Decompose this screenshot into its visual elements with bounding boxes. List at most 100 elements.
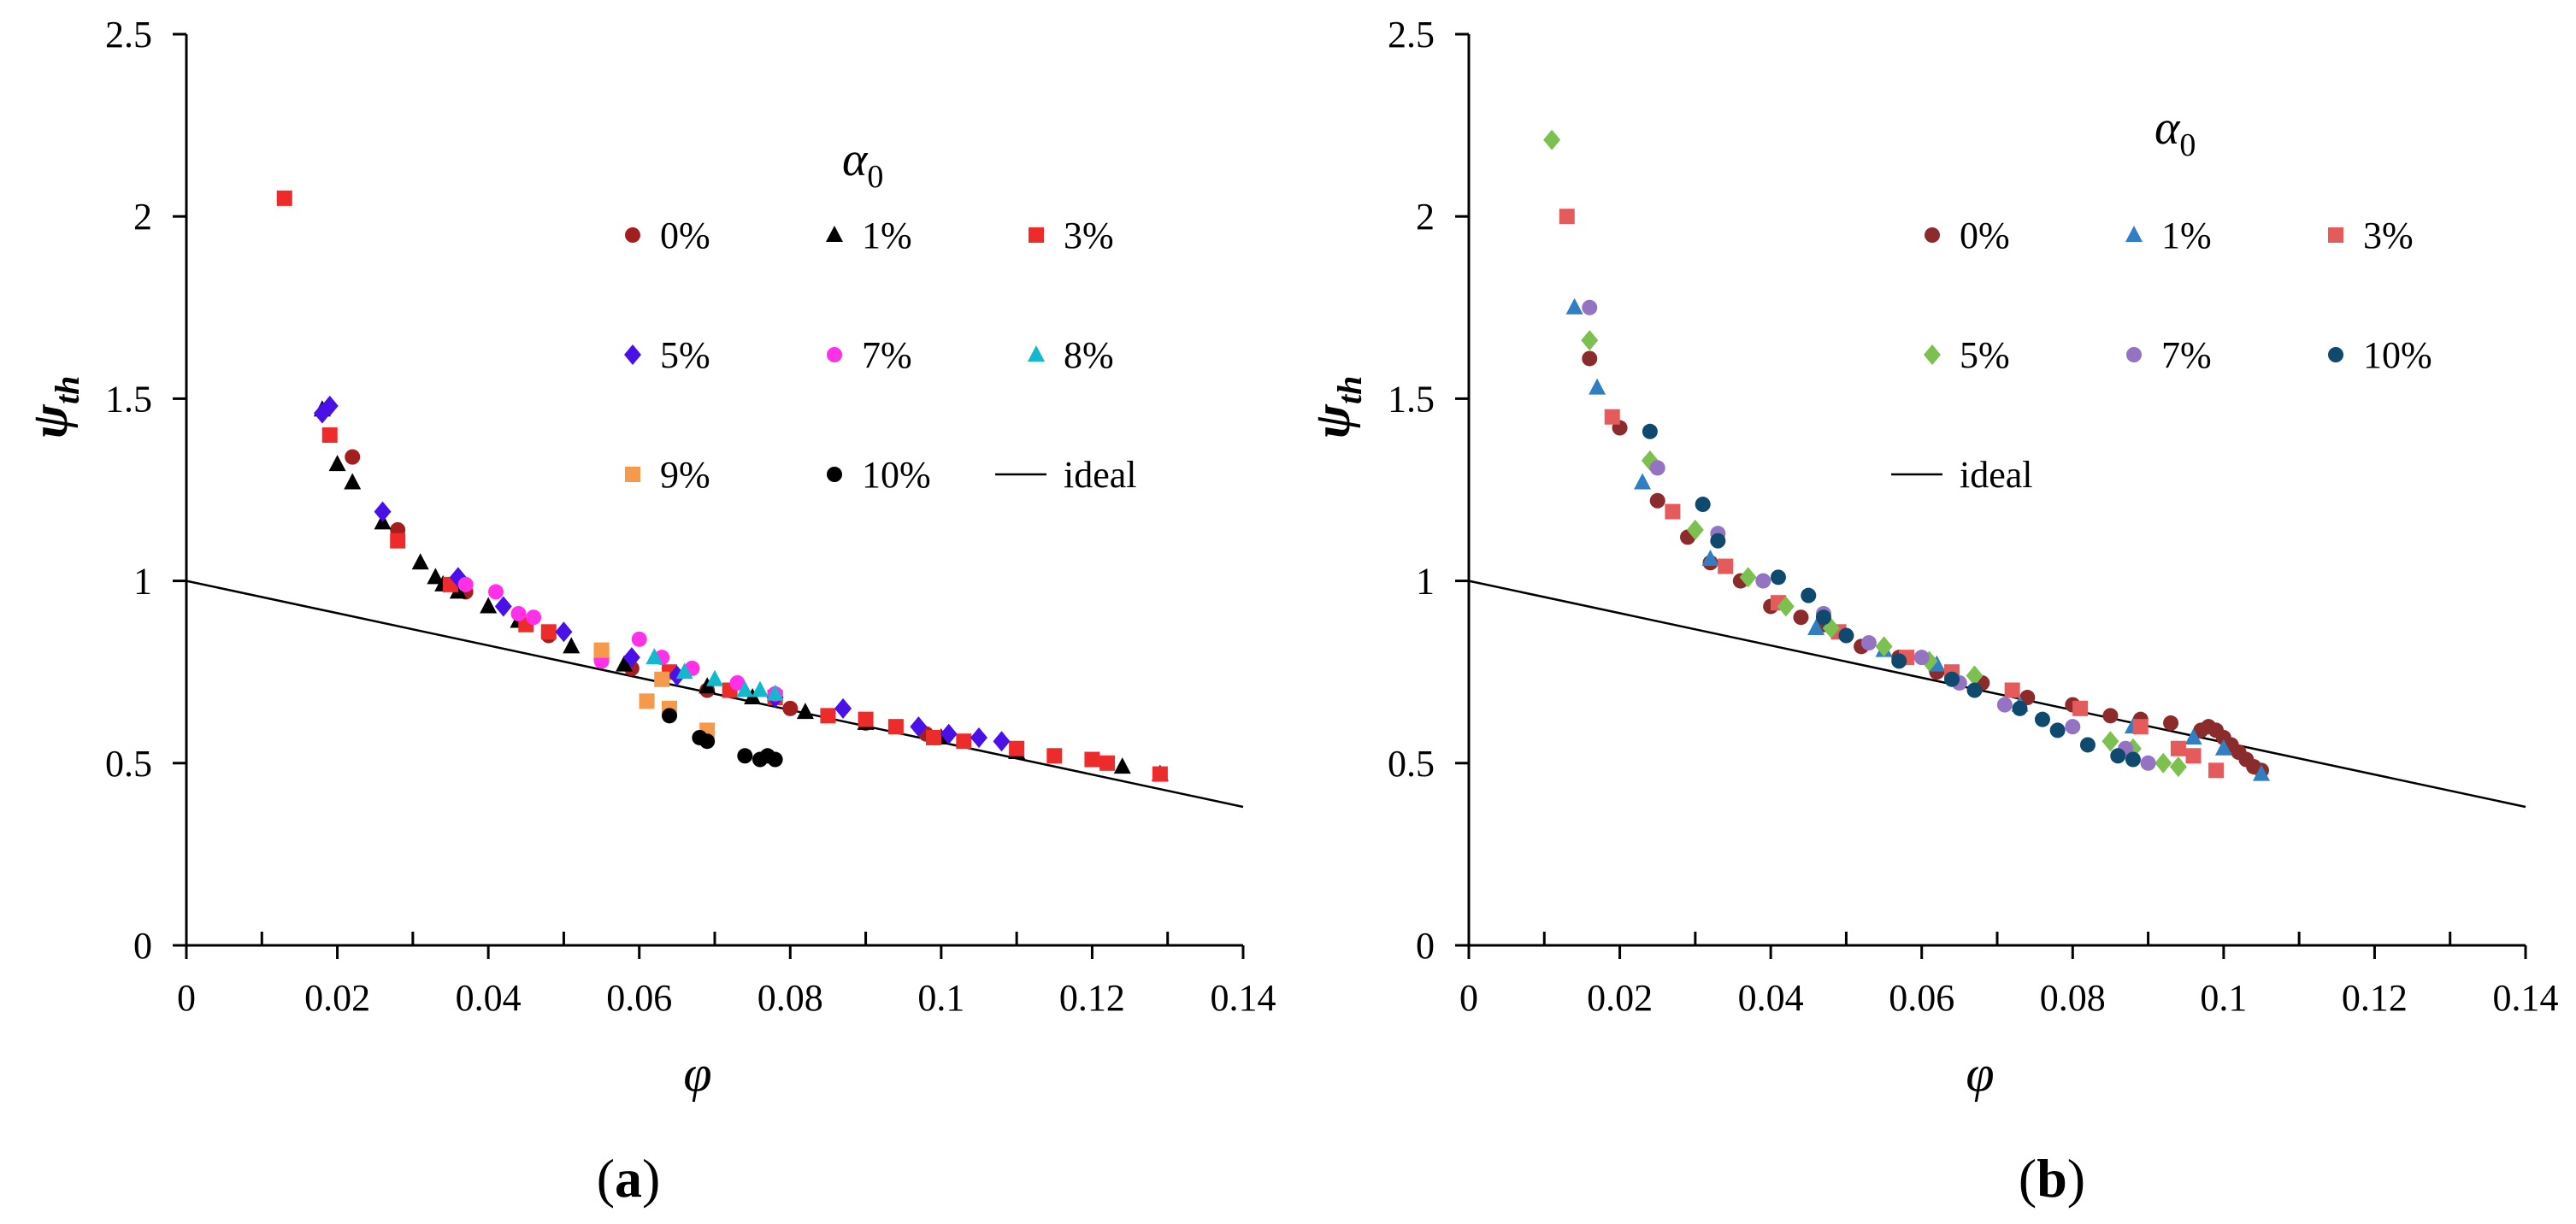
panel-a-point: [345, 449, 361, 465]
panel-b-point: [1649, 492, 1665, 509]
panel-a-point: [631, 631, 647, 647]
panel-b-point: [1891, 653, 1907, 669]
panel-a-point: [616, 655, 634, 672]
panel-a-point: [622, 647, 640, 668]
panel-a-point: [706, 669, 723, 686]
panel-b-point: [1649, 460, 1665, 476]
panel-a-legend-label: 10%: [862, 454, 931, 496]
panel-b-y-tick-label: 0.5: [1388, 743, 1435, 785]
panel-a-legend-marker: [1029, 227, 1044, 243]
panel-b-point: [2065, 719, 2081, 735]
panel-b-point: [2012, 700, 2028, 716]
panel-a-point: [639, 693, 655, 709]
panel-b-point: [2169, 756, 2187, 778]
panel-a-point: [1113, 757, 1131, 774]
panel-a-point: [737, 748, 753, 764]
panel-b-point: [1860, 635, 1877, 651]
panel-a-legend-marker: [624, 344, 641, 365]
panel-a-point: [751, 680, 769, 697]
panel-a-point: [374, 501, 392, 522]
panel-a-x-tick-label: 0.14: [1211, 977, 1276, 1019]
panel-a-point: [480, 597, 498, 614]
panel-a-legend-label: 0%: [660, 215, 710, 256]
panel-b-x-tick-label: 0.08: [2040, 977, 2106, 1019]
panel-b-legend-label: 5%: [1960, 334, 2010, 376]
panel-b-point: [1604, 409, 1620, 425]
panel-b-point: [2185, 748, 2202, 764]
panel-a-y-tick-label: 1: [133, 561, 152, 603]
panel-a-point: [344, 473, 362, 490]
panel-a-series-3pct: [276, 190, 1168, 782]
panel-b-point: [2004, 682, 2020, 698]
panel-b-x-tick-label: 0.06: [1889, 977, 1954, 1019]
panel-b-point: [1875, 636, 1893, 657]
panel-a-point: [940, 723, 958, 744]
panel-a-x-tick-label: 0: [177, 977, 196, 1019]
panel-b-point: [1695, 497, 1711, 513]
panel-b-series-3pct: [1559, 209, 2225, 779]
panel-a-legend-label: 9%: [660, 454, 710, 496]
panel-b-legend-label: 3%: [2363, 215, 2414, 256]
panel-b-y-tick-label: 1: [1416, 561, 1435, 603]
panel-a-legend-label: 1%: [862, 215, 912, 256]
panel-a-point: [540, 624, 557, 640]
panel-b-x-tick-label: 0.12: [2342, 977, 2408, 1019]
panel-a-legend-marker: [625, 227, 640, 243]
panel-a-point: [1009, 740, 1025, 756]
panel-b-point: [2079, 737, 2096, 753]
panel-b-point: [2102, 708, 2119, 724]
panel-b-point: [2170, 740, 2186, 756]
panel-b-legend-label: ideal: [1960, 454, 2033, 496]
panel-a-legend-label: 3%: [1064, 215, 1114, 256]
panel-b-point: [2110, 748, 2126, 764]
panel-a-point: [494, 596, 512, 617]
panel-a-point: [321, 395, 339, 416]
panel-a-series-7pct: [457, 576, 783, 702]
panel-a-series-1pct: [313, 400, 1169, 781]
panel-a-point: [993, 731, 1011, 752]
panel-a-point: [390, 533, 406, 549]
panel-a-y-tick-label: 2: [133, 196, 152, 238]
panel-a-point: [834, 697, 852, 719]
panel-b-y-axis-title: ψth: [1304, 376, 1369, 438]
panel-a-point: [736, 680, 754, 697]
panel-a-point: [645, 648, 663, 665]
panel-a-x-tick-label: 0.04: [456, 977, 522, 1019]
panel-b-point: [2155, 752, 2172, 774]
panel-b-legend-marker: [2125, 226, 2143, 242]
panel-b-point: [1913, 650, 1930, 666]
panel-b-point: [2072, 700, 2089, 716]
panel-a-legend-label: ideal: [1064, 454, 1137, 496]
panel-b-point: [1543, 129, 1561, 150]
panel-b-point: [1944, 671, 1960, 687]
panel-b-x-axis-title: φ: [1966, 1045, 1994, 1102]
panel-a-x-tick-label: 0.08: [757, 977, 823, 1019]
panel-a-point: [487, 584, 504, 600]
panel-a-legend-title: α0: [842, 133, 883, 195]
panel-b-point: [2132, 719, 2149, 735]
panel-a-series-8pct: [645, 648, 784, 701]
panel-b-point: [2125, 751, 2141, 768]
panel-b-point: [2034, 711, 2050, 727]
panel-b-point: [1770, 569, 1786, 586]
panel-a-legend-label: 7%: [862, 334, 912, 376]
panel-a-point: [782, 700, 799, 716]
panel-b-point: [2163, 715, 2179, 731]
panel-a-legend-marker: [827, 347, 842, 362]
panel-b-legend-marker: [2328, 227, 2343, 243]
panel-a-legend-marker: [827, 467, 842, 482]
panel-a-point: [654, 671, 670, 687]
panel-a-point: [970, 727, 987, 748]
panel-b-point: [1966, 665, 1984, 686]
panel-a-point: [510, 605, 527, 621]
panel-b-y-tick-label: 0: [1416, 925, 1435, 967]
panel-a-point: [526, 609, 542, 626]
panel-b-legend-marker: [1924, 344, 1941, 365]
panel-a-point: [593, 642, 610, 658]
panel-a-point: [563, 637, 581, 654]
panel-b-point: [1581, 330, 1599, 351]
panel-b-y-tick-label: 1.5: [1388, 378, 1435, 420]
panel-a-x-tick-label: 0.02: [304, 977, 370, 1019]
panel-a-x-axis-title: φ: [683, 1045, 711, 1102]
